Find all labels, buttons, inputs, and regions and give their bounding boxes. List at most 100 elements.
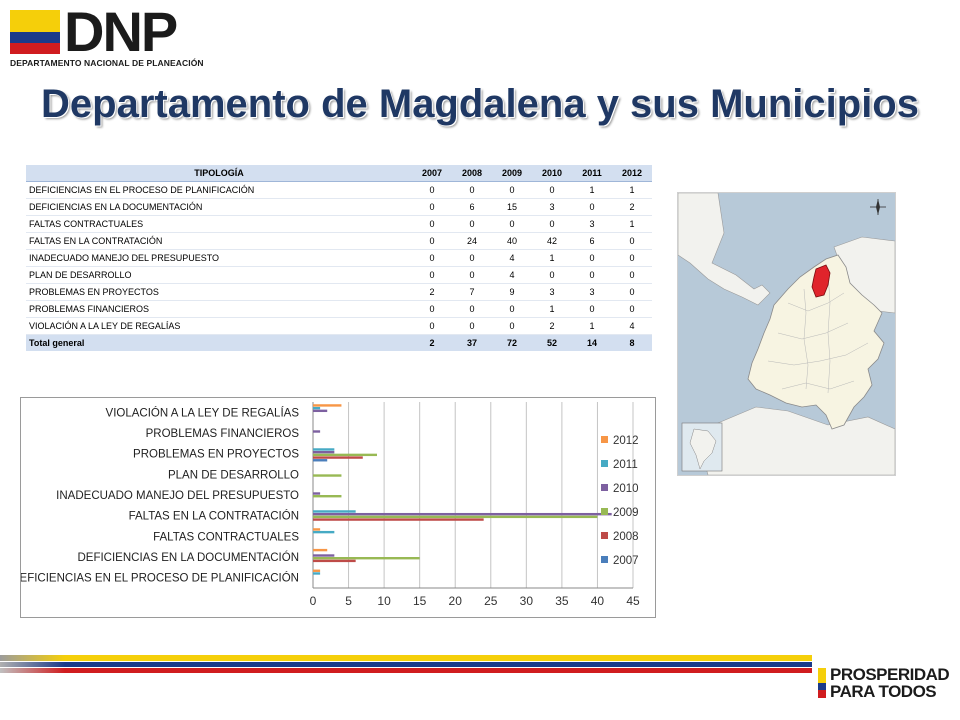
table-cell: 0 [412, 300, 452, 318]
table-row: INADECUADO MANEJO DEL PRESUPUESTO 0 0 4 1 0 0 [26, 249, 652, 267]
x-tick-label: 35 [555, 594, 569, 608]
table-cell: 0 [412, 181, 452, 199]
category-label: FALTAS EN LA CONTRATACIÓN [129, 510, 299, 523]
row-label: VIOLACIÓN A LA LEY DE REGALÍAS [26, 317, 412, 335]
map-svg [678, 193, 895, 475]
table-cell: 0 [492, 181, 532, 199]
south-neighbors-shape [701, 406, 895, 475]
table-cell: 0 [612, 266, 652, 284]
x-tick-label: 25 [484, 594, 498, 608]
x-tick-label: 0 [310, 594, 317, 608]
bar-2011 [313, 510, 356, 513]
bar-2010 [313, 430, 321, 433]
legend-label: 2011 [613, 459, 638, 471]
table-cell: 0 [572, 300, 612, 318]
table-cell: 4 [492, 266, 532, 284]
table-cell: 0 [492, 300, 532, 318]
table-cell: 0 [572, 198, 612, 216]
category-label: INADECUADO MANEJO DEL PRESUPUESTO [56, 490, 299, 502]
total-cell: 14 [572, 334, 612, 351]
table-cell: 0 [532, 181, 572, 199]
table-cell: 0 [412, 266, 452, 284]
category-label: PLAN DE DESARROLLO [168, 469, 299, 481]
column-header: 2008 [452, 165, 492, 182]
table-cell: 1 [612, 215, 652, 233]
bar-2009 [313, 453, 377, 457]
row-label: PROBLEMAS EN PROYECTOS [26, 283, 412, 301]
table-header-row: TIPOLOGÍA 2007 2008 2009 2010 2011 2012 [26, 165, 652, 182]
bar-2008 [313, 518, 484, 521]
x-tick-label: 5 [345, 594, 352, 608]
table-cell: 0 [412, 249, 452, 267]
bar-2010 [313, 554, 335, 557]
magdalena-highlight [811, 264, 831, 298]
table-cell: 0 [412, 198, 452, 216]
category-label: PROBLEMAS EN PROYECTOS [133, 449, 299, 461]
table-cell: 0 [532, 266, 572, 284]
page-title: Departamento de Magdalena y sus Municipi… [41, 82, 919, 126]
table-cell: 0 [612, 249, 652, 267]
central-america-shape [678, 193, 771, 306]
legend-swatch-2008 [601, 532, 608, 539]
prosperidad-logo: PROSPERIDAD PARA TODOS [830, 666, 950, 700]
total-cell: 8 [612, 334, 652, 351]
total-cell: 72 [492, 334, 532, 351]
table-cell: 1 [532, 300, 572, 318]
column-header: 2009 [492, 165, 532, 182]
bar-2010 [313, 409, 328, 413]
tipologia-table: TIPOLOGÍA 2007 2008 2009 2010 2011 2012 … [26, 165, 652, 351]
bar-2009 [313, 557, 420, 560]
table-row: PLAN DE DESARROLLO 0 0 4 0 0 0 [26, 266, 652, 284]
table-row: FALTAS EN LA CONTRATACIÓN 0 24 40 42 6 0 [26, 232, 652, 250]
bar-2010 [313, 492, 321, 495]
table-row: DEFICIENCIAS EN EL PROCESO DE PLANIFICAC… [26, 181, 652, 199]
legend-label: 2009 [613, 507, 639, 519]
x-tick-label: 10 [377, 594, 391, 608]
table-cell: 0 [492, 317, 532, 335]
table-cell: 3 [572, 283, 612, 301]
row-label: DEFICIENCIAS EN EL PROCESO DE PLANIFICAC… [26, 181, 412, 199]
category-label: DEFICIENCIAS EN EL PROCESO DE PLANIFICAC… [21, 572, 299, 585]
table-cell: 3 [532, 283, 572, 301]
table-cell: 24 [452, 232, 492, 250]
legend-swatch-2011 [601, 460, 608, 467]
bar-2010 [313, 450, 335, 454]
table-cell: 4 [492, 249, 532, 267]
legend-swatch-2007 [601, 556, 608, 563]
total-cell: 37 [452, 334, 492, 351]
x-tick-label: 30 [520, 594, 534, 608]
colombia-flag-logo [10, 10, 60, 54]
legend-swatch-2010 [601, 484, 608, 491]
legend-label: 2012 [613, 435, 639, 447]
legend-label: 2007 [613, 555, 639, 567]
table-cell: 0 [572, 266, 612, 284]
column-header: 2011 [572, 165, 612, 182]
row-label: FALTAS EN LA CONTRATACIÓN [26, 232, 412, 250]
table-total-row: Total general 2 37 72 52 14 8 [26, 334, 652, 351]
total-cell: 52 [532, 334, 572, 351]
table-cell: 2 [612, 198, 652, 216]
category-label: VIOLACIÓN A LA LEY DE REGALÍAS [106, 406, 300, 419]
table-row: DEFICIENCIAS EN LA DOCUMENTACIÓN 0 6 15 3 0 2 [26, 198, 652, 216]
compass-icon [870, 199, 886, 215]
category-label: DEFICIENCIAS EN LA DOCUMENTACIÓN [77, 551, 299, 564]
table-cell: 1 [572, 317, 612, 335]
bar-2009 [313, 495, 342, 498]
bar-2012 [313, 569, 321, 572]
table-row: FALTAS CONTRACTUALES 0 0 0 0 3 1 [26, 215, 652, 233]
table-cell: 6 [452, 198, 492, 216]
column-header: 2010 [532, 165, 572, 182]
category-label: PROBLEMAS FINANCIEROS [146, 428, 300, 440]
bar-2010 [313, 512, 612, 516]
table-cell: 4 [612, 317, 652, 335]
bar-2009 [313, 515, 598, 519]
table-body: DEFICIENCIAS EN EL PROCESO DE PLANIFICAC… [26, 181, 652, 335]
table-cell: 0 [412, 215, 452, 233]
table-cell: 1 [612, 181, 652, 199]
chart-panel: 0 5 10 15 20 25 30 35 40 45 DEFICIENCIAS EN EL PRO… [20, 397, 656, 618]
footer-flag-stripes [0, 655, 812, 673]
bar-2011 [313, 448, 335, 451]
table-cell: 2 [412, 283, 452, 301]
table-cell: 0 [452, 215, 492, 233]
table-cell: 15 [492, 198, 532, 216]
